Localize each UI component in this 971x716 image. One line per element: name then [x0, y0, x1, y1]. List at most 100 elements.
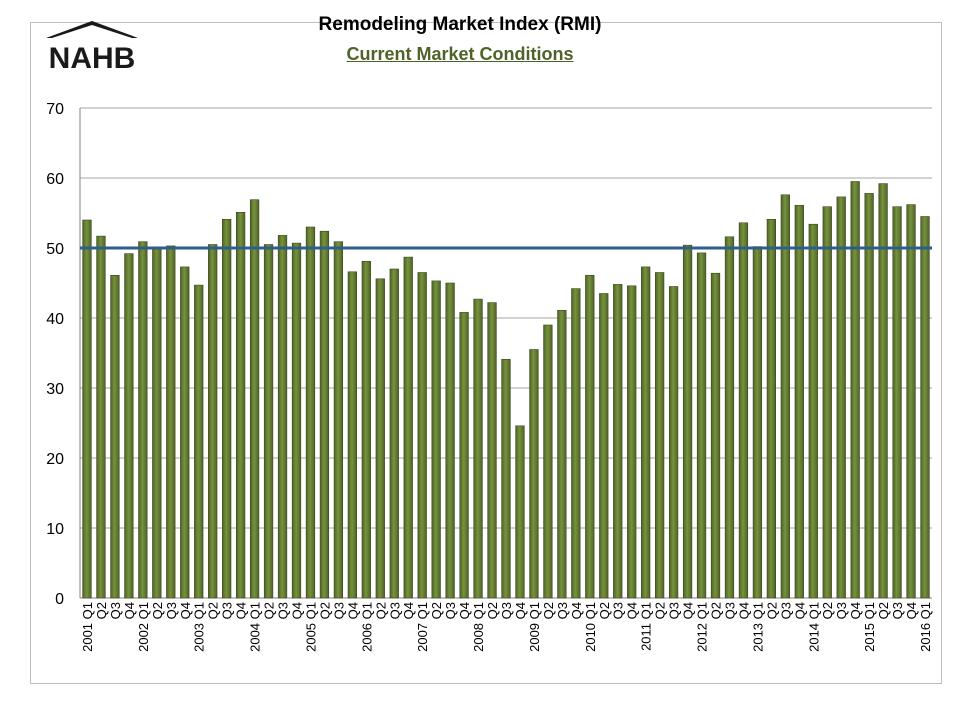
- bar: [82, 219, 92, 599]
- bar: [138, 241, 148, 599]
- x-tick-label: Q4: [289, 602, 304, 619]
- bar: [571, 288, 581, 599]
- bar: [682, 244, 693, 599]
- bar: [738, 222, 749, 599]
- x-tick-label: Q3: [220, 602, 235, 619]
- x-tick-label: Q4: [122, 602, 137, 619]
- chart-subtitle: Current Market Conditions: [240, 44, 680, 65]
- house-roof-icon: [46, 21, 138, 38]
- x-tick-label: Q2: [317, 602, 332, 619]
- x-tick-label: Q2: [373, 602, 388, 619]
- x-tick-label: Q4: [681, 602, 696, 619]
- x-tick-label: Q2: [206, 602, 221, 619]
- x-tick-label: Q2: [764, 602, 779, 619]
- x-tick-label: Q4: [625, 602, 640, 619]
- y-tick-label: 30: [46, 381, 64, 398]
- x-tick-label: 2003 Q1: [192, 602, 207, 652]
- bar: [403, 256, 413, 599]
- bar: [724, 236, 735, 599]
- bar: [417, 272, 427, 599]
- x-tick-label: 2011 Q1: [639, 602, 654, 651]
- bar: [305, 226, 316, 599]
- x-tick-label: Q2: [820, 602, 835, 619]
- bar: [389, 268, 399, 599]
- bar: [501, 358, 511, 599]
- x-tick-label: Q4: [234, 602, 249, 619]
- bar: [319, 230, 330, 599]
- x-tick-label: Q2: [150, 602, 165, 619]
- y-tick-label: 60: [46, 171, 64, 188]
- bar: [585, 274, 595, 599]
- y-tick-label: 10: [46, 521, 64, 538]
- bar: [906, 204, 916, 599]
- x-tick-label: Q2: [876, 602, 891, 619]
- y-tick-label: 70: [46, 101, 64, 118]
- x-tick-label: Q3: [443, 602, 458, 619]
- bar: [780, 194, 790, 599]
- x-tick-label: Q4: [848, 602, 863, 619]
- x-tick-label: 2013 Q1: [750, 602, 765, 652]
- x-tick-label: 2016 Q1: [918, 602, 933, 652]
- x-tick-label: Q4: [345, 602, 360, 619]
- bar: [222, 219, 232, 599]
- y-tick-label: 50: [46, 241, 64, 258]
- bar: [864, 193, 874, 599]
- y-tick-label: 0: [55, 591, 64, 608]
- bar: [710, 272, 721, 599]
- x-tick-label: 2008 Q1: [471, 602, 486, 652]
- bar: [208, 244, 218, 599]
- x-tick-label: Q3: [276, 602, 291, 619]
- x-tick-label: 2006 Q1: [359, 602, 374, 652]
- bar: [529, 349, 539, 599]
- x-tick-label: Q4: [401, 602, 416, 619]
- bar: [655, 272, 665, 599]
- x-tick-label: 2015 Q1: [862, 602, 877, 652]
- chart-subtitle-text: Current Market Conditions: [346, 44, 574, 64]
- bar: [235, 212, 246, 599]
- bar: [166, 245, 176, 599]
- bar: [752, 246, 763, 599]
- bar: [110, 274, 120, 599]
- bar: [822, 206, 832, 599]
- x-tick-label: 2012 Q1: [695, 602, 710, 652]
- x-tick-label: Q3: [611, 602, 626, 619]
- nahb-logo: NAHB: [46, 21, 138, 75]
- bar: [375, 278, 385, 599]
- bar: [850, 181, 860, 599]
- x-tick-label: Q3: [108, 602, 123, 619]
- bar: [808, 223, 818, 599]
- bar: [696, 252, 707, 599]
- x-tick-label: Q4: [792, 602, 807, 619]
- x-tick-label: Q3: [667, 602, 682, 619]
- x-tick-label: 2005 Q1: [303, 602, 318, 652]
- y-tick-label: 20: [46, 451, 64, 468]
- x-tick-label: Q4: [736, 602, 751, 619]
- x-tick-label: 2002 Q1: [136, 602, 151, 652]
- bar: [459, 312, 469, 599]
- brand-name: NAHB: [49, 42, 136, 75]
- x-tick-label: Q4: [513, 602, 528, 619]
- x-tick-label: Q3: [387, 602, 402, 619]
- x-tick-label: Q3: [778, 602, 793, 619]
- bar: [543, 324, 553, 599]
- x-tick-label: 2009 Q1: [527, 602, 542, 652]
- x-tick-label: 2014 Q1: [806, 602, 821, 652]
- bar: [347, 271, 357, 599]
- bar: [766, 219, 777, 599]
- bar: [291, 242, 302, 599]
- bar: [836, 196, 846, 599]
- x-tick-label: Q4: [457, 602, 472, 619]
- bar: [613, 284, 623, 599]
- bar: [878, 183, 888, 599]
- bar: [152, 248, 162, 599]
- bar: [263, 244, 274, 599]
- x-tick-label: Q3: [331, 602, 346, 619]
- bar: [794, 205, 804, 599]
- bar: [920, 216, 930, 599]
- x-tick-label: Q3: [499, 602, 514, 619]
- bar: [892, 206, 902, 599]
- x-tick-label: Q2: [541, 602, 556, 619]
- bar: [473, 298, 483, 599]
- x-tick-label: Q4: [904, 602, 919, 619]
